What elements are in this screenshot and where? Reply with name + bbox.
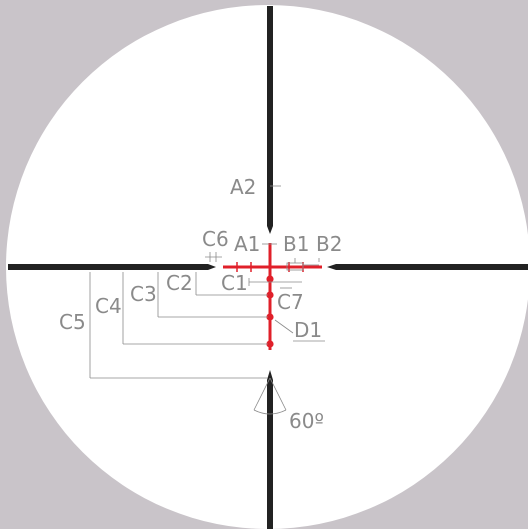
top-post-tip: [267, 226, 273, 234]
label-c7: C7: [277, 290, 304, 314]
label-b2: B2: [316, 232, 342, 256]
label-c5: C5: [59, 310, 86, 334]
holdover-dot-1: [266, 275, 274, 283]
label-c4: C4: [95, 294, 122, 318]
left-post: [8, 264, 208, 270]
angle-line-right: [269, 377, 287, 411]
holdover-dot-4: [266, 340, 274, 348]
bottom-post-tip: [267, 370, 273, 380]
angle-line-left: [253, 377, 271, 411]
holdover-dot-2: [266, 291, 274, 299]
reticle-posts: [8, 6, 528, 529]
right-post: [336, 264, 528, 270]
label-b1: B1: [283, 232, 309, 256]
label-d1: D1: [294, 318, 322, 342]
top-post: [267, 6, 273, 226]
label-c1: C1: [221, 271, 248, 295]
right-post-tip: [327, 264, 336, 270]
left-post-tip: [208, 264, 216, 270]
bottom-post: [267, 380, 273, 529]
label-a2: A2: [230, 175, 256, 199]
label-a1: A1: [234, 232, 260, 256]
red-reticle: [223, 243, 322, 350]
dimension-labels: A2 A1 C6 B1 B2 C1 C2 C7 C3 C4 C5 D1 60º: [59, 175, 342, 433]
d1-leader: [274, 319, 294, 334]
dimension-lines: [89, 185, 325, 415]
angle-arc: [253, 409, 287, 415]
holdover-dot-3: [266, 313, 274, 321]
label-angle: 60º: [289, 409, 324, 433]
label-c2: C2: [166, 271, 193, 295]
label-c3: C3: [130, 282, 157, 306]
label-c6: C6: [202, 227, 229, 251]
